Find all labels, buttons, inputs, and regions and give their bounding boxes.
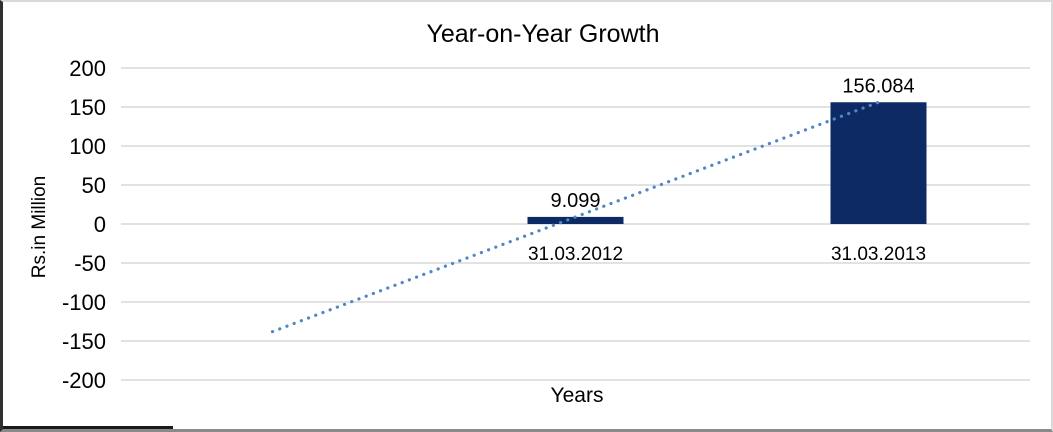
plot-area: 200 150 100 50 0 -50 -100 -150 -200 9.099 156.084 3…	[62, 56, 1030, 393]
y-tick-label: -100	[62, 290, 106, 315]
y-tick-label: 150	[69, 95, 106, 120]
x-axis-title: Years	[551, 384, 604, 407]
year-on-year-growth-chart: Year-on-Year Growth Rs.in Million Years …	[29, 20, 1030, 407]
y-tick-label: -200	[62, 368, 106, 393]
bar	[527, 216, 624, 224]
y-tick-label: 0	[94, 212, 106, 237]
chart-title: Year-on-Year Growth	[426, 20, 659, 48]
y-tick-label: -50	[74, 251, 106, 276]
bar-data-label: 156.084	[842, 75, 914, 97]
x-category-label: 31.03.2013	[831, 244, 926, 265]
x-category-label: 31.03.2012	[528, 244, 623, 265]
bottom-left-edge-line	[3, 426, 173, 429]
bar-data-label: 9.099	[550, 190, 600, 212]
trendline	[270, 100, 881, 334]
bar	[830, 102, 927, 224]
y-tick-label: 100	[69, 134, 106, 159]
y-tick-label: -150	[62, 329, 106, 354]
y-tick-label: 200	[69, 56, 106, 81]
y-tick-label: 50	[82, 173, 106, 198]
y-axis-title: Rs.in Million	[29, 176, 50, 278]
